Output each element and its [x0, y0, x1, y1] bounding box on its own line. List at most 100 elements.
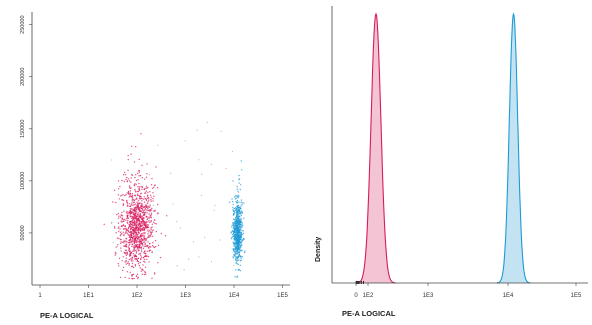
scatter-point [138, 169, 140, 172]
scatter-point [129, 230, 132, 232]
scatter-point [136, 248, 139, 250]
scatter-point [143, 212, 145, 214]
scatter-point [146, 237, 148, 240]
x-tick-label: 1E2 [363, 293, 374, 299]
scatter-point [117, 194, 120, 196]
scatter-point [133, 239, 136, 241]
scatter-point [133, 161, 136, 163]
scatter-point [236, 185, 238, 188]
scatter-point [127, 229, 129, 232]
scatter-point [137, 219, 139, 221]
scatter-point [131, 243, 133, 246]
scatter-point [135, 239, 137, 241]
scatter-point [235, 231, 238, 233]
scatter-point [147, 229, 149, 231]
scatter-point [133, 254, 135, 256]
scatter-point [124, 261, 126, 263]
scatter-point [128, 236, 131, 238]
scatter-point [128, 205, 130, 208]
scatter-point [138, 264, 141, 267]
scatter-point [138, 209, 140, 211]
scatter-point [240, 255, 242, 257]
y-ticks: 50000 100000 150000 200000 250000 [20, 15, 32, 241]
scatter-point [124, 225, 126, 227]
scatter-point [126, 262, 129, 264]
scatter-point [145, 176, 148, 178]
scatter-point [241, 239, 243, 241]
scatter-point [129, 232, 132, 234]
scatter-point [232, 206, 234, 209]
scatter-point [210, 163, 212, 166]
density-curve [496, 12, 531, 284]
scatter-point [125, 251, 127, 254]
scatter-point [132, 252, 134, 255]
scatter-point [235, 239, 237, 242]
scatter-point [240, 184, 242, 186]
scatter-point [235, 246, 237, 248]
scatter-point [230, 238, 233, 240]
scatter-point [139, 229, 141, 231]
scatter-point [243, 251, 246, 254]
scatter-point [142, 205, 144, 207]
scatter-point [129, 243, 131, 245]
scatter-point [133, 221, 135, 223]
scatter-point [234, 228, 237, 230]
scatter-point [237, 194, 239, 197]
scatter-point [132, 266, 135, 269]
scatter-point [122, 231, 124, 233]
scatter-point [127, 178, 130, 180]
scatter-point [141, 224, 144, 226]
scatter-point [150, 212, 153, 214]
scatter-point [119, 216, 122, 218]
scatter-point [121, 194, 123, 197]
scatter-point [147, 233, 149, 235]
scatter-point [150, 209, 152, 211]
scatter-point [133, 240, 135, 242]
scatter-panel: 1 1E1 1E2 1E3 1E4 1E5 50000 100000 150000 200000… [0, 0, 296, 320]
scatter-point [239, 235, 241, 237]
scatter-point [149, 191, 151, 193]
scatter-point [237, 240, 240, 242]
density-plot: 0 1E2 1E3 1E4 1E5 Density PE-A LOGICAL [315, 6, 588, 318]
scatter-point [125, 212, 128, 214]
scatter-point [143, 220, 146, 223]
scatter-point [132, 250, 135, 252]
scatter-point [150, 227, 152, 229]
scatter-point [239, 212, 241, 214]
scatter-point [139, 216, 141, 218]
scatter-point [151, 251, 153, 253]
scatter-point [117, 222, 120, 224]
y-tick-label: 200000 [20, 68, 26, 86]
scatter-point [122, 199, 125, 202]
scatter-point [138, 206, 141, 209]
scatter-point [140, 193, 142, 195]
scatter-point [235, 251, 237, 253]
scatter-point [120, 220, 122, 222]
scatter-point [152, 197, 154, 200]
scatter-point [138, 175, 140, 177]
scatter-point [241, 256, 243, 258]
scatter-point [146, 163, 148, 165]
scatter-point [136, 238, 138, 240]
scatter-point [237, 212, 239, 214]
scatter-point [233, 210, 235, 212]
scatter-point [128, 225, 131, 227]
scatter-point [241, 204, 243, 206]
scatter-point [236, 238, 238, 241]
scatter-point [234, 235, 236, 237]
scatter-point [127, 219, 129, 222]
scatter-point [198, 256, 200, 258]
scatter-point [143, 217, 145, 220]
scatter-point [233, 236, 235, 238]
scatter-point [232, 209, 234, 211]
x-axis-title: PE-A LOGICAL [40, 311, 94, 320]
scatter-point [126, 200, 128, 202]
scatter-point [130, 205, 132, 207]
scatter-point [136, 204, 138, 207]
scatter-point [140, 240, 143, 243]
scatter-point [127, 211, 129, 213]
scatter-point [239, 188, 241, 191]
scatter-point [129, 190, 132, 192]
scatter-point [131, 219, 134, 221]
scatter-point [147, 221, 149, 223]
